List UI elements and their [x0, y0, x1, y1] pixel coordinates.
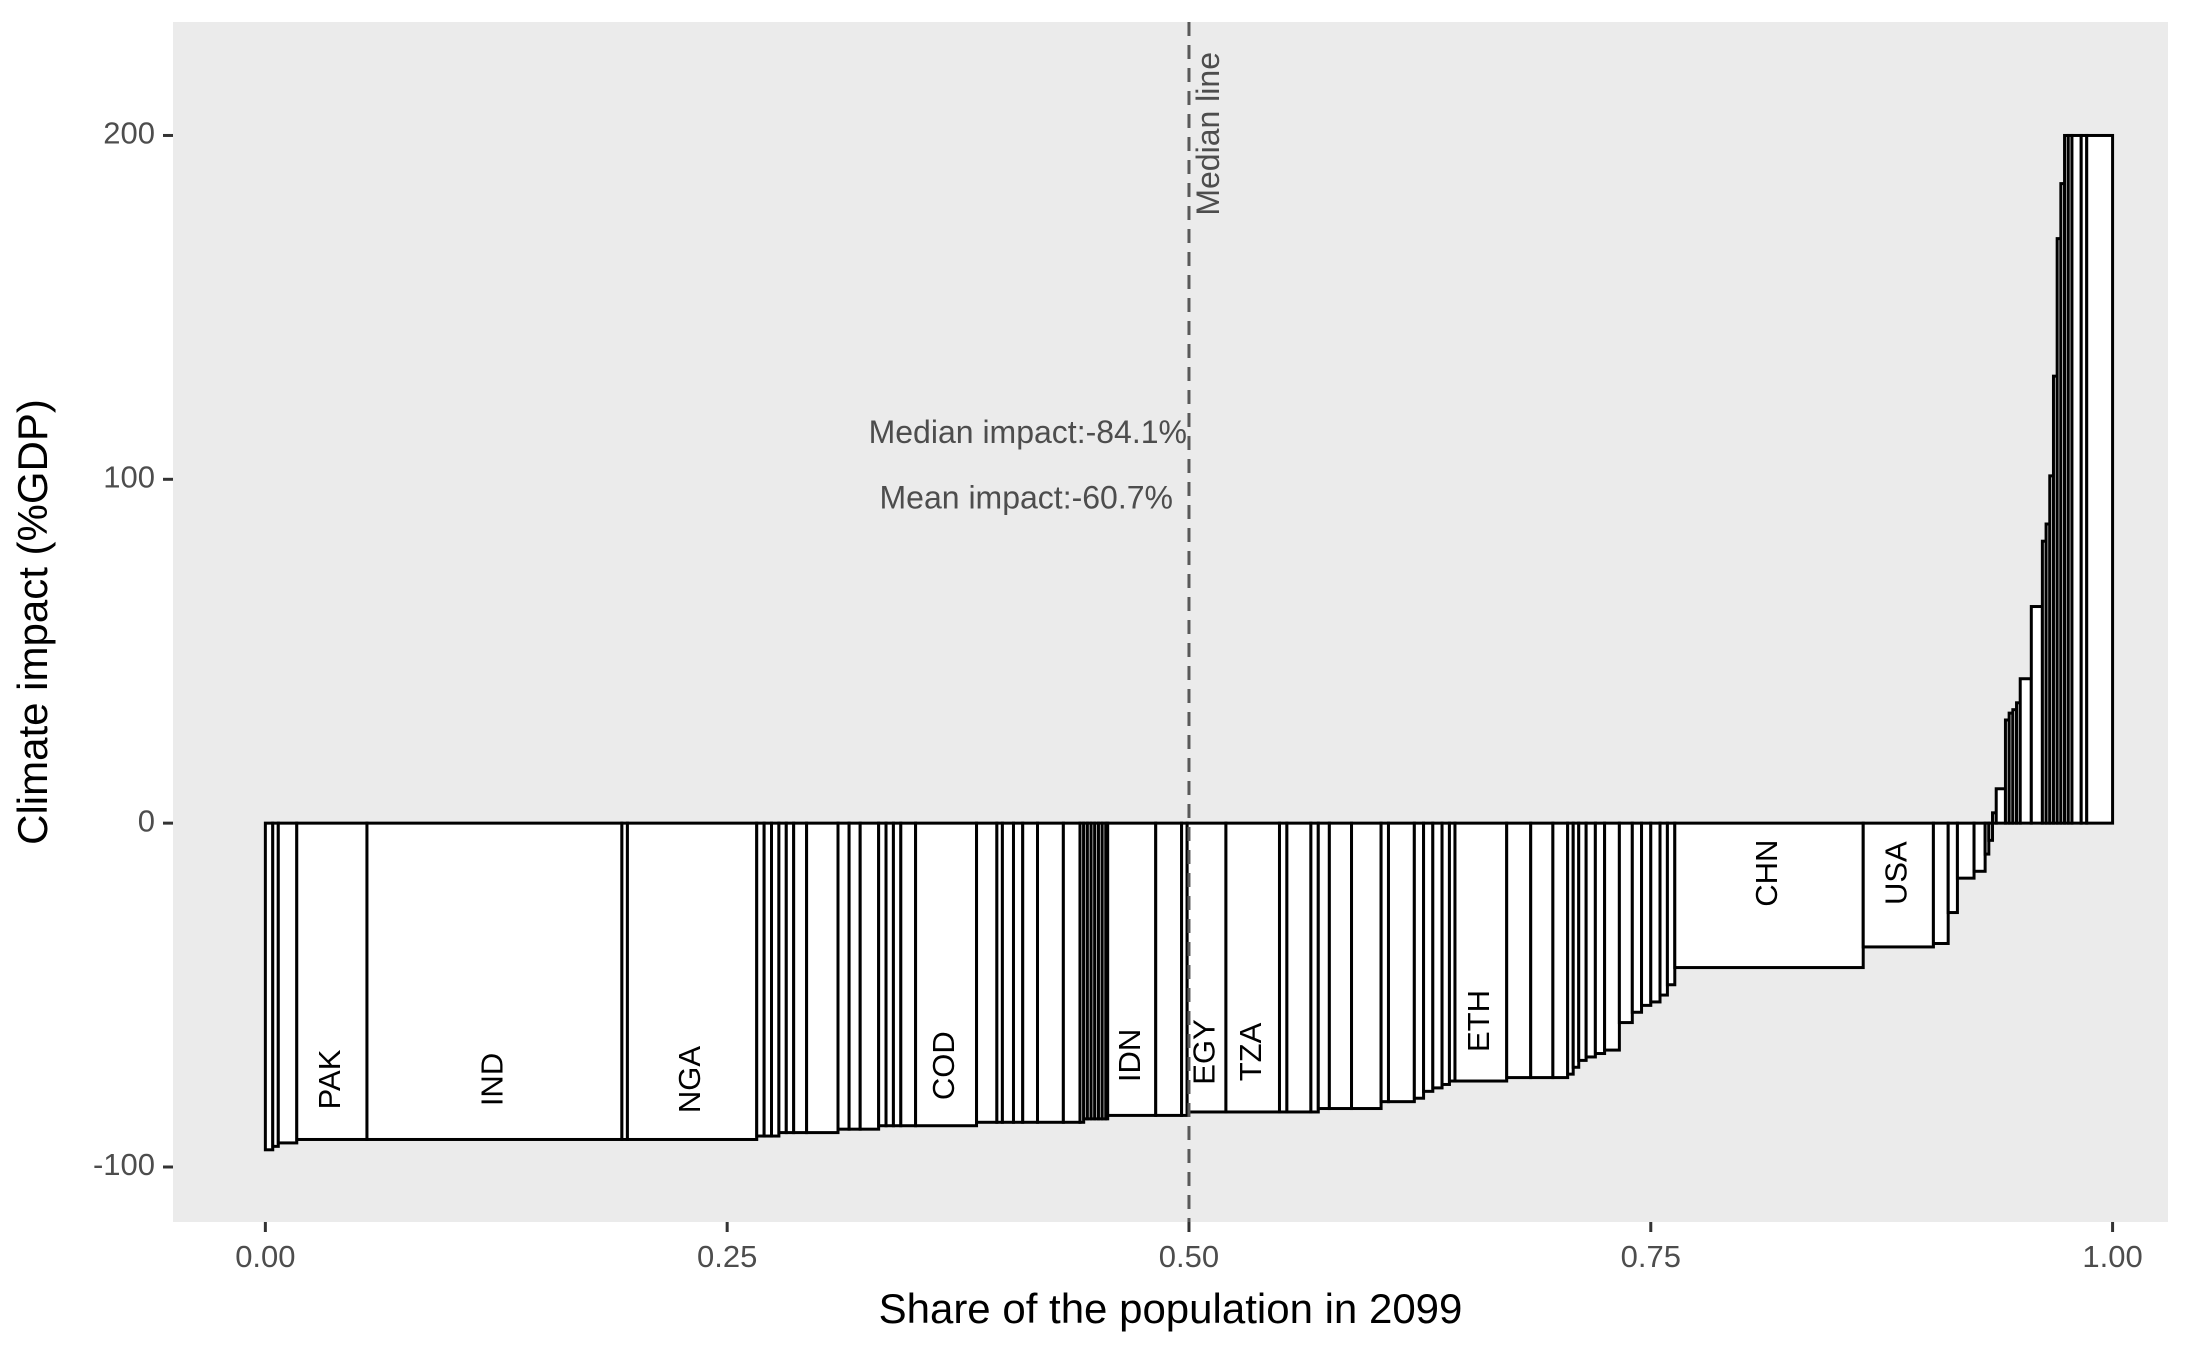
y-tick-label: 0 — [138, 803, 155, 838]
y-axis-title: Climate impact (%GDP) — [9, 399, 56, 845]
country-label-chn: CHN — [1749, 840, 1784, 907]
bar-28 — [1061, 821, 1082, 1124]
bar-49 — [1386, 821, 1416, 1104]
bar-73 — [1931, 821, 1950, 945]
y-tick-label: 100 — [103, 459, 155, 494]
x-tick-label: 0.25 — [697, 1239, 757, 1274]
bar-tza — [1224, 821, 1281, 1114]
bar-chn — [1673, 821, 1865, 970]
bar-12 — [792, 821, 809, 1135]
bar-ind — [365, 821, 624, 1141]
y-tick-label: -100 — [93, 1147, 155, 1182]
bar-pak — [295, 821, 369, 1141]
median-line-label: Median line — [1190, 52, 1226, 216]
bar-13 — [805, 821, 840, 1135]
bar-97 — [2085, 133, 2115, 825]
country-label-nga: NGA — [672, 1046, 707, 1114]
country-label-usa: USA — [1878, 841, 1913, 905]
bar-64 — [1603, 821, 1621, 1052]
bar-27 — [1036, 821, 1065, 1124]
bar-45 — [1316, 821, 1331, 1111]
bar-2 — [276, 821, 299, 1145]
bar-24 — [1000, 821, 1015, 1124]
bars-group — [263, 133, 2115, 1152]
bar-15 — [847, 821, 862, 1131]
x-tick-label: 0.50 — [1159, 1239, 1219, 1274]
x-axis: 0.00 0.25 0.50 0.75 1.00 — [235, 1222, 2143, 1274]
bar-14 — [836, 821, 851, 1131]
bar-78 — [1987, 821, 1995, 842]
bar-57 — [1529, 821, 1555, 1080]
bar-76 — [1972, 821, 1987, 873]
country-label-cod: COD — [926, 1031, 961, 1100]
bar-85 — [2018, 677, 2033, 825]
country-label-eth: ETH — [1461, 990, 1496, 1052]
y-tick-label: 200 — [103, 116, 155, 151]
bar-56 — [1505, 821, 1533, 1080]
mean-impact-annotation: Mean impact:-60.7% — [880, 479, 1173, 515]
country-label-egy: EGY — [1187, 1019, 1222, 1084]
bar-47 — [1350, 821, 1383, 1111]
bar-20 — [899, 821, 918, 1128]
country-label-tza: TZA — [1233, 1022, 1268, 1081]
bar-38 — [1154, 821, 1184, 1117]
bar-86 — [2029, 605, 2044, 825]
bar-65 — [1617, 821, 1634, 1025]
bar-usa — [1861, 821, 1935, 949]
median-impact-annotation: Median impact:-84.1% — [869, 414, 1187, 450]
x-tick-label: 0.00 — [235, 1239, 295, 1274]
country-label-pak: PAK — [312, 1049, 347, 1109]
x-axis-title: Share of the population in 2099 — [879, 1285, 1463, 1332]
bar-75 — [1955, 821, 1976, 880]
y-axis: -100 0 100 200 — [93, 116, 173, 1182]
x-tick-label: 0.75 — [1621, 1239, 1681, 1274]
bar-46 — [1327, 821, 1354, 1111]
country-label-ind: IND — [475, 1053, 510, 1106]
x-tick-label: 1.00 — [2082, 1239, 2142, 1274]
bar-16 — [858, 821, 881, 1131]
bar-58 — [1551, 821, 1570, 1080]
country-label-idn: IDN — [1112, 1029, 1147, 1082]
bar-egy — [1185, 821, 1228, 1114]
bar-26 — [1021, 821, 1040, 1124]
bar-22 — [975, 821, 999, 1124]
country-labels-group: PAK IND NGA COD IDN EGY TZA ETH CHN USA — [312, 840, 1913, 1114]
bar-43 — [1285, 821, 1313, 1114]
annotations-group: Median impact:-84.1% Mean impact:-60.7% — [869, 414, 1187, 515]
